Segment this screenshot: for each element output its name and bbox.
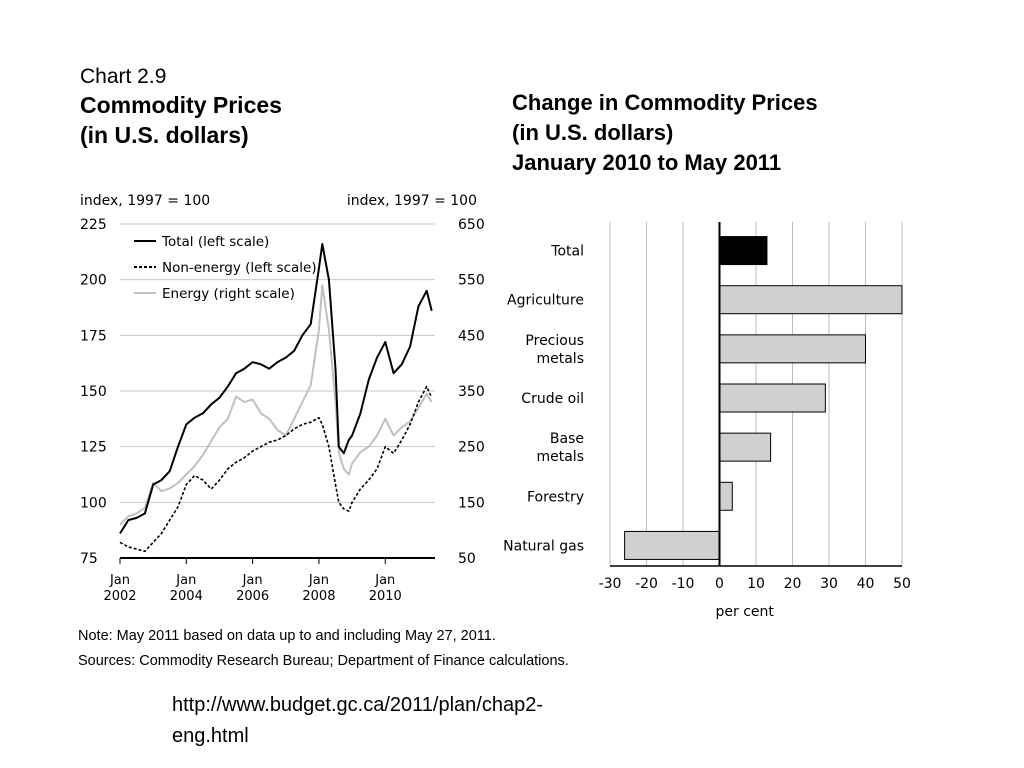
- x-tick-label: 40: [857, 576, 875, 592]
- left-y-tick-label: 125: [80, 440, 107, 456]
- category-label-line1: Precious: [525, 333, 584, 349]
- x-tick-label: 10: [747, 576, 765, 592]
- right-chart-title-line2: (in U.S. dollars): [512, 120, 674, 145]
- energy-series-line: [119, 284, 433, 526]
- line-chart-axes: 75 100 125 150 175 200 225 50 150 250 350 450 550 650…: [80, 217, 485, 604]
- x-tick-label: -10: [672, 576, 695, 592]
- bar-precious: [719, 334, 866, 364]
- x-tick-label: 0: [715, 576, 724, 592]
- left-chart-title-block: Chart 2.9 Commodity Prices (in U.S. doll…: [80, 64, 282, 150]
- right-y-tick-label: 50: [458, 551, 476, 567]
- category-label: Forestry: [527, 489, 584, 505]
- category-label: Natural gas: [503, 538, 584, 554]
- right-y-tick-label: 550: [458, 273, 485, 289]
- x-tick-label-month: Jan: [308, 573, 329, 588]
- bar-natural-gas: [624, 530, 720, 560]
- category-label-line2: metals: [536, 449, 584, 465]
- sources-text: Sources: Commodity Research Bureau; Depa…: [78, 653, 569, 669]
- right-chart-title-line3: January 2010 to May 2011: [512, 150, 782, 175]
- category-label-line2: metals: [536, 351, 584, 367]
- left-y-tick-label: 75: [80, 551, 98, 567]
- x-tick-label-month: Jan: [242, 573, 263, 588]
- x-tick-label-year: 2008: [302, 589, 335, 604]
- left-y-tick-label: 175: [80, 328, 107, 344]
- bar-chart-gridlines: [609, 222, 903, 566]
- bar-agriculture: [719, 285, 903, 315]
- legend-label: Energy (right scale): [162, 286, 295, 302]
- source-url-line2[interactable]: eng.html: [172, 725, 249, 747]
- chart-caption: Chart 2.9: [80, 65, 167, 88]
- x-tick-label: -30: [599, 576, 622, 592]
- bar-chart-bars: [624, 236, 903, 560]
- right-y-tick-label: 450: [458, 328, 485, 344]
- left-axis-label: index, 1997 = 100: [80, 193, 210, 209]
- bar-forestry: [719, 481, 733, 511]
- category-label-line1: Base: [550, 431, 584, 447]
- line-chart-series: [119, 243, 433, 553]
- bar-crude-oil: [719, 383, 826, 413]
- x-tick-label: 50: [893, 576, 911, 592]
- left-y-tick-label: 225: [80, 217, 107, 233]
- right-chart-title-line1: Change in Commodity Prices: [512, 90, 818, 115]
- x-tick-label-month: Jan: [175, 573, 196, 588]
- chart-notes: Note: May 2011 based on data up to and i…: [78, 624, 569, 674]
- category-label: Agriculture: [507, 293, 584, 309]
- x-tick-label-year: 2006: [236, 589, 269, 604]
- category-label: Crude oil: [521, 391, 584, 407]
- note-text: Note: May 2011 based on data up to and i…: [78, 628, 496, 644]
- right-y-tick-label: 650: [458, 217, 485, 233]
- left-y-tick-label: 150: [80, 384, 107, 400]
- left-chart-title-line2: (in U.S. dollars): [80, 122, 249, 148]
- bar-chart-axes: -30 -20 -10 0 10 20 30 40 50 per cent Total Agricul…: [503, 222, 911, 620]
- right-axis-label: index, 1997 = 100: [347, 193, 477, 209]
- total-series-line: [119, 243, 433, 535]
- x-axis-label: per cent: [716, 604, 775, 620]
- left-chart-title-line1: Commodity Prices: [80, 92, 282, 118]
- x-tick-label-year: 2002: [103, 589, 136, 604]
- right-y-tick-label: 150: [458, 495, 485, 511]
- right-y-tick-label: 350: [458, 384, 485, 400]
- left-y-tick-label: 100: [80, 495, 107, 511]
- x-tick-label: 30: [820, 576, 838, 592]
- bar-total: [719, 236, 768, 266]
- legend-label: Non-energy (left scale): [162, 260, 317, 276]
- x-tick-label-month: Jan: [374, 573, 395, 588]
- legend-label: Total (left scale): [161, 234, 269, 250]
- non-energy-series-line: [119, 385, 433, 553]
- right-chart-title-block: Change in Commodity Prices (in U.S. doll…: [512, 88, 818, 178]
- right-y-tick-label: 250: [458, 440, 485, 456]
- bar-base: [719, 432, 772, 462]
- x-tick-label-year: 2010: [369, 589, 402, 604]
- source-url-line1[interactable]: http://www.budget.gc.ca/2011/plan/chap2-: [172, 694, 543, 716]
- source-url[interactable]: http://www.budget.gc.ca/2011/plan/chap2-…: [172, 690, 652, 752]
- x-tick-label-month: Jan: [109, 573, 130, 588]
- x-tick-label-year: 2004: [170, 589, 203, 604]
- x-tick-label: -20: [635, 576, 658, 592]
- left-y-tick-label: 200: [80, 273, 107, 289]
- x-tick-label: 20: [784, 576, 802, 592]
- line-chart-gridlines: [120, 223, 435, 503]
- line-chart-legend: Total (left scale) Non-energy (left scale…: [134, 234, 317, 302]
- category-label: Total: [550, 244, 584, 260]
